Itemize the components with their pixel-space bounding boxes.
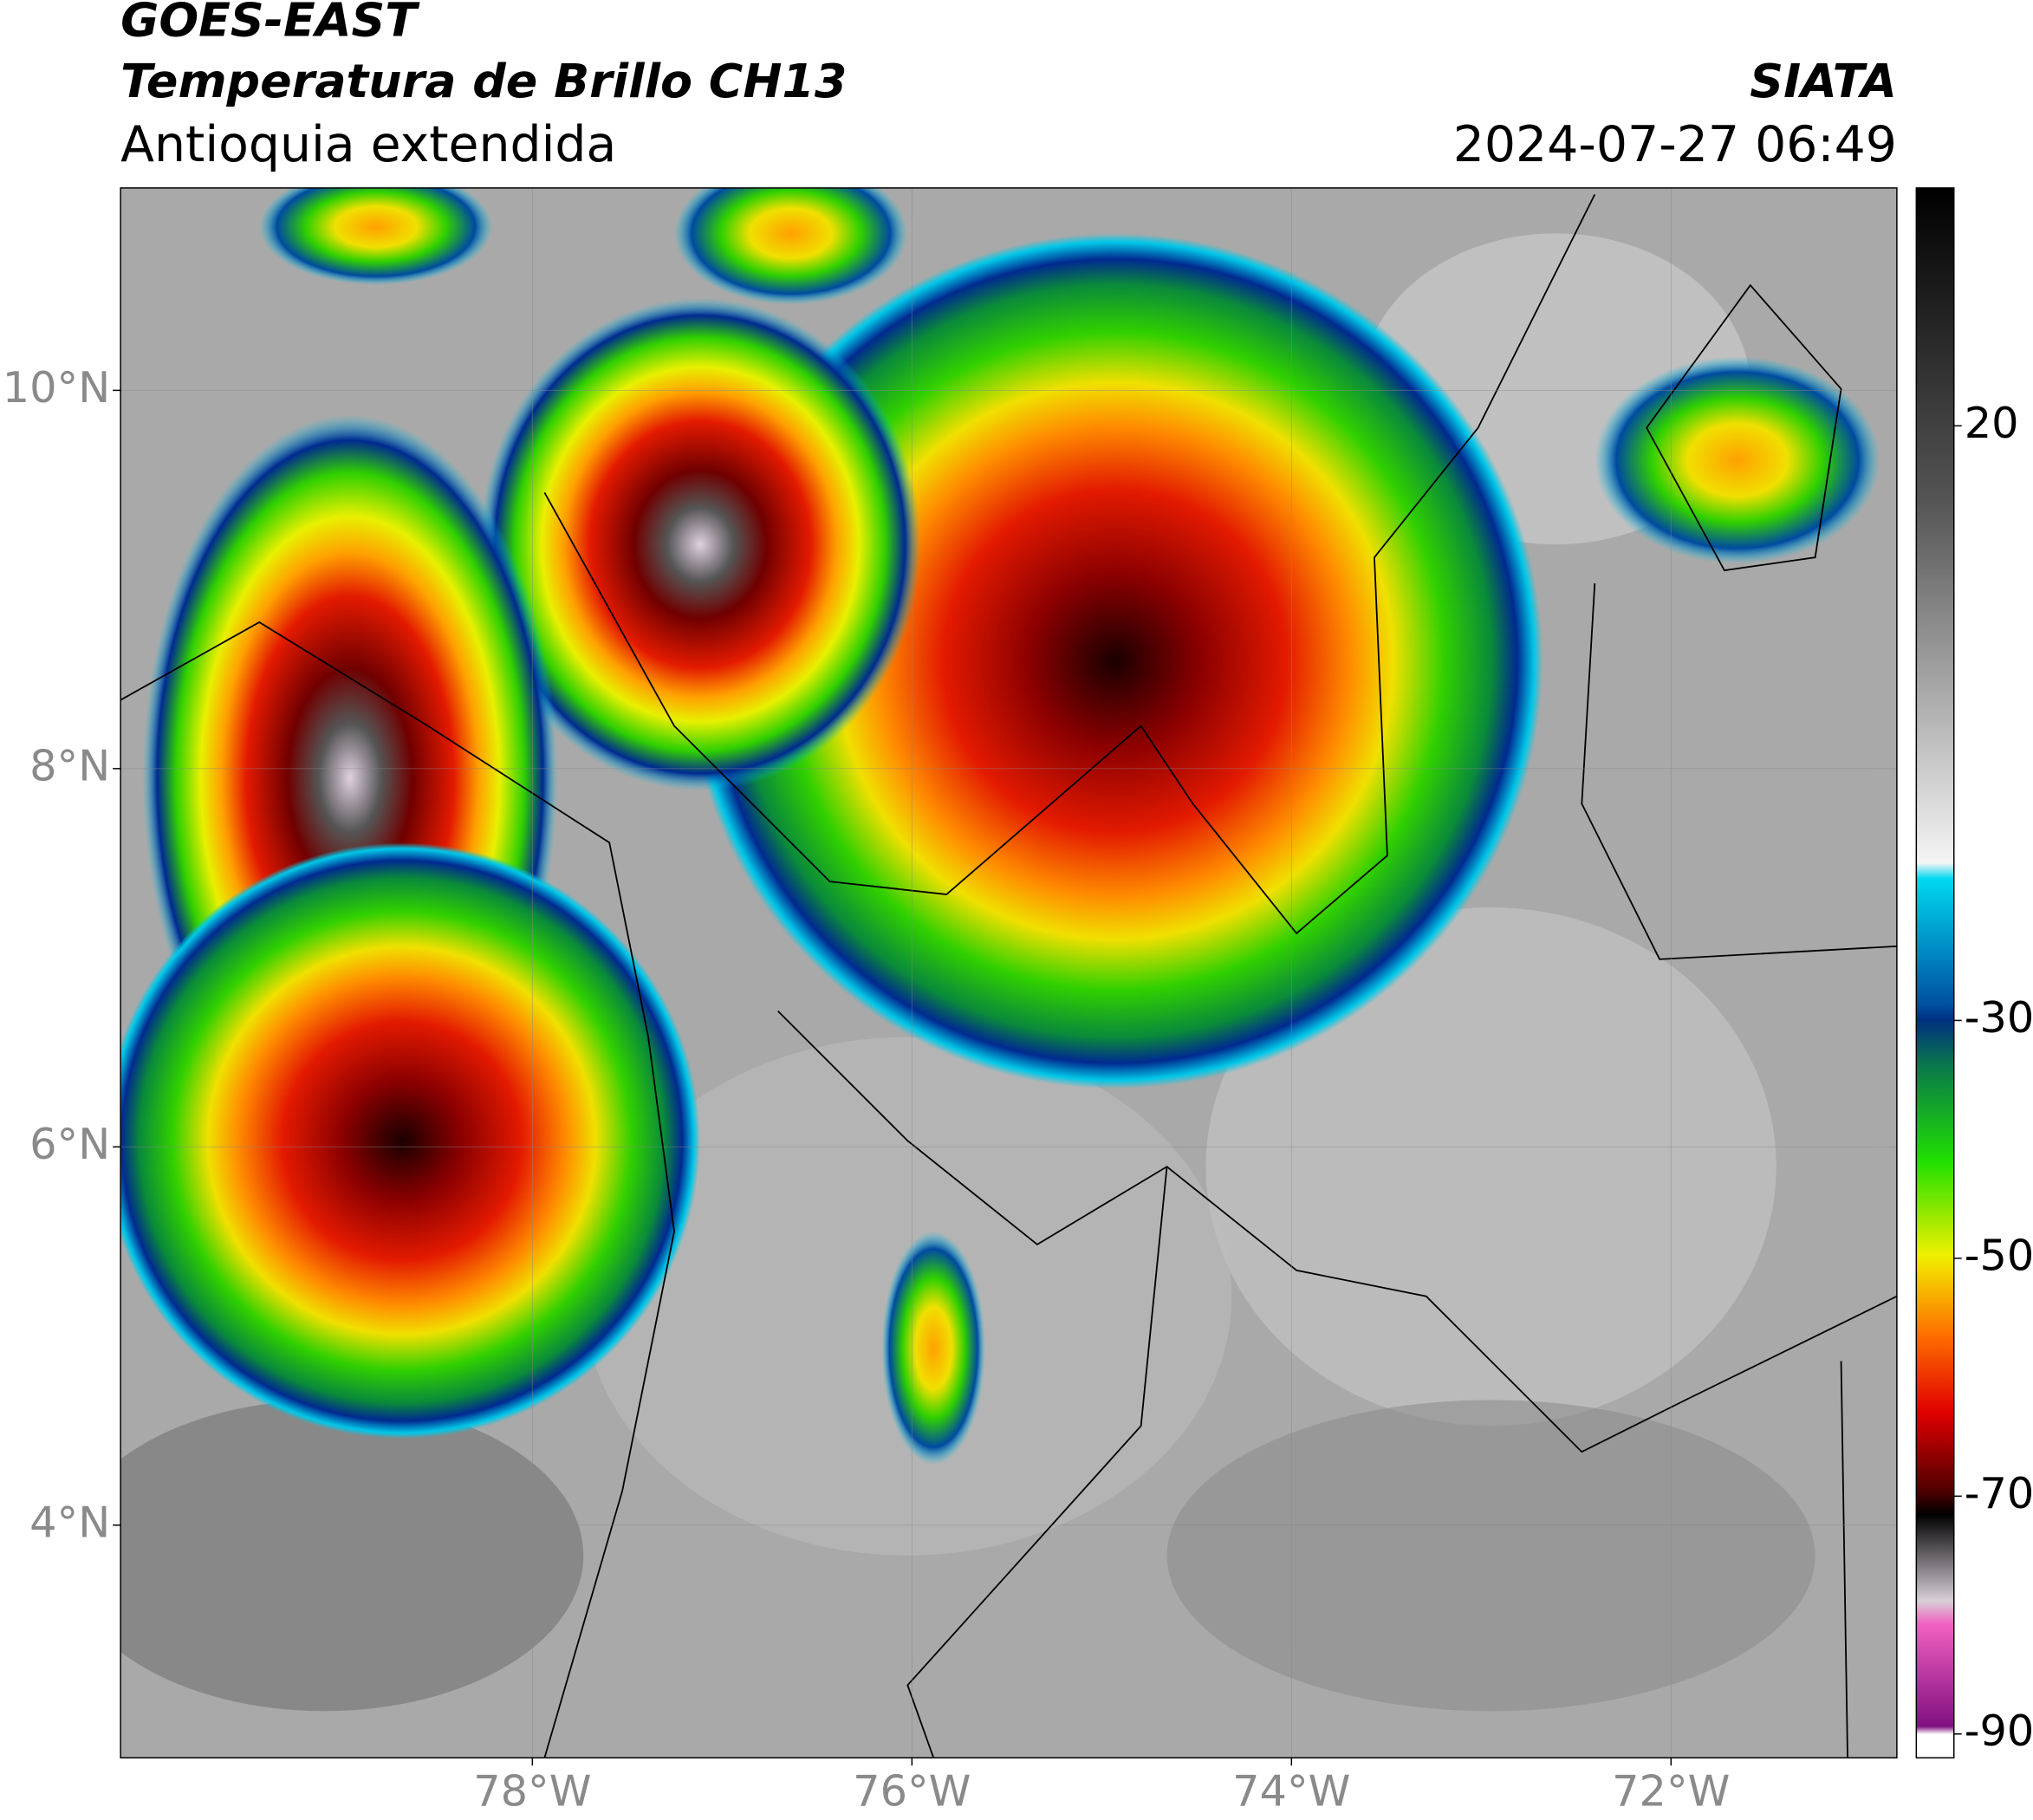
storm-cell — [881, 1231, 986, 1466]
colorbar-tick-label: -30 — [1965, 992, 2033, 1043]
lon-tick-label: 72°W — [1612, 1766, 1730, 1817]
lon-tick-label: 76°W — [853, 1766, 971, 1817]
colorbar-tick-label: -90 — [1965, 1706, 2033, 1756]
cloud — [1166, 1400, 1815, 1712]
lat-tick-label: 10°N — [3, 362, 110, 413]
storm-cell — [1595, 356, 1880, 564]
colorbar-tick-label: -70 — [1965, 1468, 2033, 1518]
storm-cell — [479, 298, 921, 791]
lon-tick-label: 74°W — [1232, 1766, 1350, 1817]
region: Antioquia extendida — [120, 116, 616, 173]
colorbar — [1915, 187, 1955, 1758]
lat-tick-label: 8°N — [29, 740, 110, 790]
lat-tick-label: 6°N — [29, 1119, 110, 1169]
lon-tick-label: 78°W — [473, 1766, 591, 1817]
subtitle: Temperatura de Brillo CH13 — [120, 54, 847, 108]
boundary — [906, 1167, 1168, 1758]
colorbar-tick-label: 20 — [1965, 398, 2019, 448]
map-area — [120, 187, 1897, 1758]
storm-cell — [674, 187, 908, 305]
lat-tick-label: 4°N — [29, 1497, 110, 1547]
colorbar-tick-label: -50 — [1965, 1230, 2033, 1280]
coastline — [1646, 283, 1842, 572]
storm-cell — [120, 842, 700, 1440]
boundary — [1581, 583, 1897, 960]
source: SIATA — [1750, 54, 1897, 108]
boundary — [1840, 1361, 1848, 1758]
cloud — [1205, 907, 1776, 1427]
coastline — [120, 621, 675, 1758]
boundary — [543, 193, 1596, 935]
storm-cell — [259, 187, 493, 286]
title: GOES-EAST — [120, 0, 420, 48]
datetime: 2024-07-27 06:49 — [1453, 116, 1897, 173]
boundary — [777, 1011, 1897, 1453]
cloud — [120, 1400, 584, 1712]
map-frame — [120, 187, 1898, 1758]
